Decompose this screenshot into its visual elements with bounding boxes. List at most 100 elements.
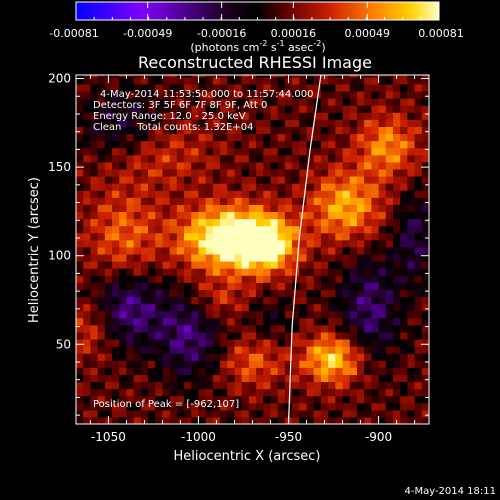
heatmap-cell	[256, 168, 264, 177]
heatmap-cell	[407, 83, 416, 92]
heatmap-cell	[328, 175, 336, 184]
heatmap-cell	[119, 360, 128, 368]
heatmap-cell	[328, 268, 336, 276]
heatmap-cell	[140, 140, 149, 149]
heatmap-cell	[205, 133, 214, 142]
heatmap-cell	[364, 374, 372, 383]
heatmap-cell	[342, 317, 351, 326]
heatmap-cell	[83, 197, 91, 205]
heatmap-cell	[140, 83, 149, 92]
heatmap-cell	[400, 289, 408, 298]
heatmap-cell	[378, 402, 387, 411]
heatmap-cell	[169, 75, 178, 78]
heatmap-cell	[176, 346, 185, 354]
heatmap-cell	[234, 261, 243, 269]
heatmap-cell	[335, 246, 344, 255]
heatmap-cell	[335, 324, 344, 333]
heatmap-cell	[205, 374, 214, 383]
heatmap-cell	[356, 76, 365, 85]
heatmap-cell	[407, 168, 416, 177]
heatmap-cell	[256, 388, 264, 397]
heatmap-cell	[112, 303, 120, 312]
heatmap-cell	[133, 175, 142, 184]
heatmap-cell	[313, 395, 322, 404]
heatmap-cell	[198, 416, 207, 424]
heatmap-cell	[97, 204, 106, 213]
heatmap-cell	[205, 331, 214, 340]
heatmap-cell	[104, 218, 113, 227]
heatmap-cell	[292, 133, 300, 142]
heatmap-cell	[256, 225, 264, 234]
heatmap-cell	[119, 275, 128, 283]
heatmap-cell	[184, 161, 192, 170]
heatmap-cell	[126, 409, 135, 418]
heatmap-cell	[97, 261, 106, 269]
heatmap-cell	[241, 253, 250, 262]
heatmap-cell	[292, 381, 300, 390]
heatmap-cell	[356, 353, 365, 361]
heatmap-cell	[378, 395, 387, 404]
heatmap-cell	[385, 98, 394, 106]
heatmap-cell	[112, 239, 120, 248]
heatmap-cell	[162, 268, 171, 276]
heatmap-cell	[248, 331, 257, 340]
heatmap-cell	[148, 98, 156, 106]
heatmap-cell	[126, 211, 135, 220]
heatmap-cell	[212, 161, 221, 170]
heatmap-cell	[220, 310, 228, 319]
heatmap-cell	[162, 90, 171, 99]
heatmap-cell	[76, 83, 84, 92]
heatmap-cell	[148, 317, 156, 326]
heatmap-cell	[248, 317, 257, 326]
heatmap-cell	[97, 374, 106, 383]
heatmap-cell	[169, 346, 178, 354]
heatmap-cell	[284, 168, 293, 177]
heatmap-cell	[256, 268, 264, 276]
heatmap-cell	[176, 183, 185, 191]
heatmap-cell	[328, 310, 336, 319]
heatmap-cell	[256, 367, 264, 375]
heatmap-cell	[198, 374, 207, 383]
heatmap-cell	[90, 338, 99, 347]
heatmap-cell	[421, 140, 429, 149]
heatmap-cell	[306, 395, 315, 404]
heatmap-cell	[220, 275, 228, 283]
heatmap-cell	[349, 98, 358, 106]
heatmap-cell	[277, 175, 286, 184]
heatmap-cell	[212, 83, 221, 92]
heatmap-cell	[191, 76, 200, 85]
heatmap-cell	[126, 239, 135, 248]
heatmap-cell	[277, 239, 286, 248]
heatmap-cell	[126, 360, 135, 368]
heatmap-cell	[104, 310, 113, 319]
heatmap-cell	[126, 275, 135, 283]
heatmap-cell	[83, 218, 91, 227]
heatmap-cell	[299, 346, 308, 354]
heatmap-cell	[414, 324, 423, 333]
heatmap-cell	[292, 154, 300, 163]
heatmap-cell	[162, 338, 171, 347]
heatmap-cell	[256, 76, 264, 85]
heatmap-cell	[342, 367, 351, 375]
heatmap-cell	[284, 374, 293, 383]
heatmap-cell	[191, 324, 200, 333]
heatmap-cell	[169, 175, 178, 184]
heatmap-cell	[184, 232, 192, 241]
heatmap-cell	[263, 289, 272, 298]
heatmap-cell	[356, 190, 365, 198]
heatmap-cell	[241, 268, 250, 276]
heatmap-cell	[191, 317, 200, 326]
heatmap-cell	[184, 289, 192, 298]
heatmap-cell	[414, 105, 423, 113]
heatmap-cell	[241, 90, 250, 99]
heatmap-cell	[184, 381, 192, 390]
heatmap-cell	[97, 76, 106, 85]
heatmap-cell	[292, 197, 300, 205]
heatmap-cell	[320, 161, 329, 170]
heatmap-cell	[205, 232, 214, 241]
heatmap-cell	[119, 388, 128, 397]
heatmap-cell	[76, 346, 84, 354]
heatmap-cell	[234, 140, 243, 149]
heatmap-cell	[76, 253, 84, 262]
heatmap-cell	[306, 126, 315, 135]
